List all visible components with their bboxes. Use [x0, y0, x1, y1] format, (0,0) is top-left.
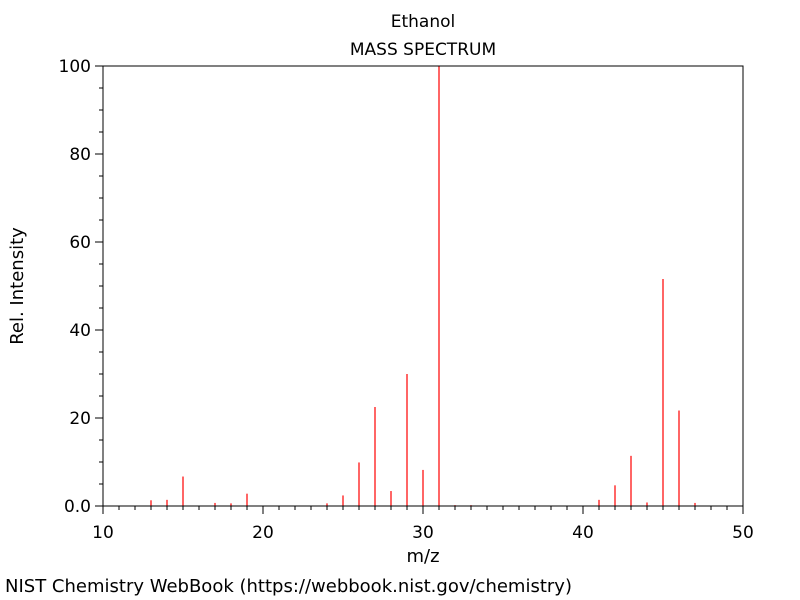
x-axis-label: m/z	[406, 546, 439, 567]
y-tick-label: 40	[69, 321, 91, 341]
x-axis-ticks: 10 20 30 40 50	[92, 506, 754, 543]
x-tick-label: 20	[252, 523, 274, 543]
y-tick-label: 60	[69, 233, 91, 253]
y-tick-label: 80	[69, 145, 91, 165]
chart-subtitle: MASS SPECTRUM	[350, 40, 496, 60]
x-tick-label: 10	[92, 523, 114, 543]
x-minor-ticks	[118, 506, 728, 510]
y-axis-ticks: 0.0 20 40 60 80 100	[59, 57, 103, 517]
x-tick-label: 30	[412, 523, 434, 543]
peaks-series	[150, 66, 696, 506]
x-tick-label: 50	[732, 523, 754, 543]
y-tick-label: 0.0	[64, 497, 91, 517]
chart-title: Ethanol	[391, 12, 456, 32]
y-tick-label: 100	[59, 57, 91, 77]
y-tick-label: 20	[69, 409, 91, 429]
plot-frame	[102, 65, 744, 507]
source-footer: NIST Chemistry WebBook (https://webbook.…	[5, 576, 572, 597]
y-minor-ticks	[99, 87, 103, 485]
x-tick-label: 40	[572, 523, 594, 543]
y-axis-label: Rel. Intensity	[7, 227, 28, 345]
